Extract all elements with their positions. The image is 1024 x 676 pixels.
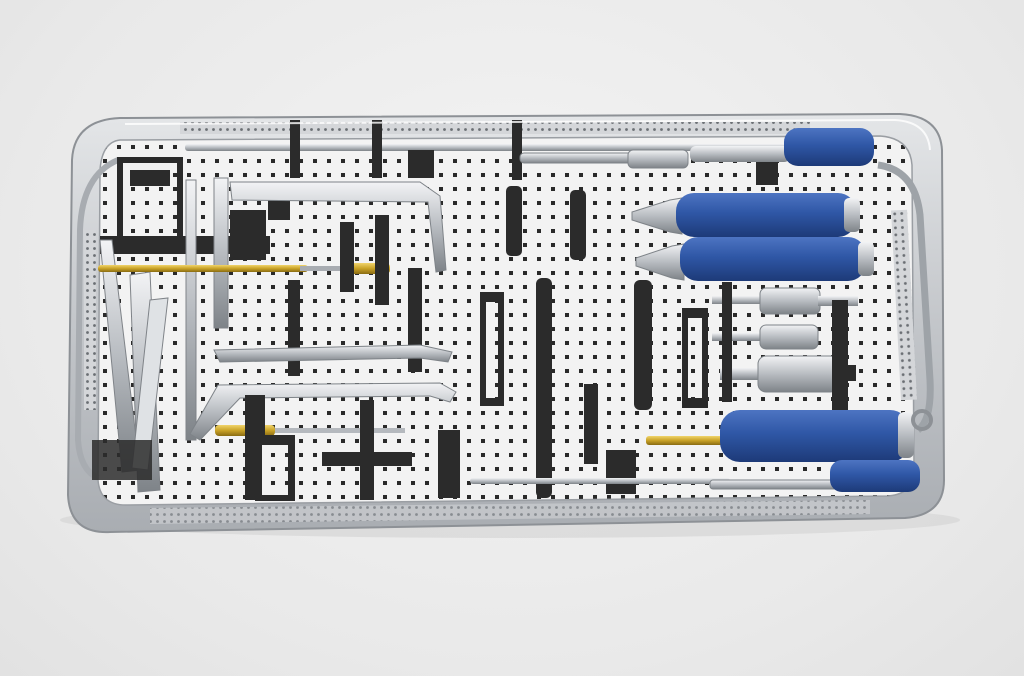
blue-handle-bottom-small bbox=[709, 460, 920, 492]
tray-back-rim-perforation bbox=[180, 122, 810, 134]
tray-right-perforated-panel bbox=[891, 209, 917, 401]
upper-angled-steel-bar bbox=[229, 181, 447, 273]
blue-handle-second bbox=[631, 193, 860, 237]
back-retention-posts bbox=[290, 120, 778, 185]
back-steel-rod bbox=[185, 144, 785, 151]
tray-right-handle bbox=[877, 161, 934, 433]
blue-handle-top bbox=[519, 128, 874, 169]
tray-rim-highlight bbox=[124, 118, 931, 151]
lower-left-bracket-group bbox=[245, 395, 636, 501]
blue-handle-bottom-large bbox=[646, 410, 914, 462]
right-cylinder-frame bbox=[722, 282, 848, 410]
bottom-steel-rod bbox=[470, 478, 730, 484]
tray-front-band bbox=[150, 500, 870, 524]
tray-left-perforated-panel bbox=[84, 230, 96, 410]
blue-handle-third bbox=[635, 237, 874, 281]
tray-left-handle bbox=[74, 157, 120, 481]
right-handle-ring bbox=[911, 409, 933, 431]
left-steel-instruments bbox=[92, 177, 229, 493]
